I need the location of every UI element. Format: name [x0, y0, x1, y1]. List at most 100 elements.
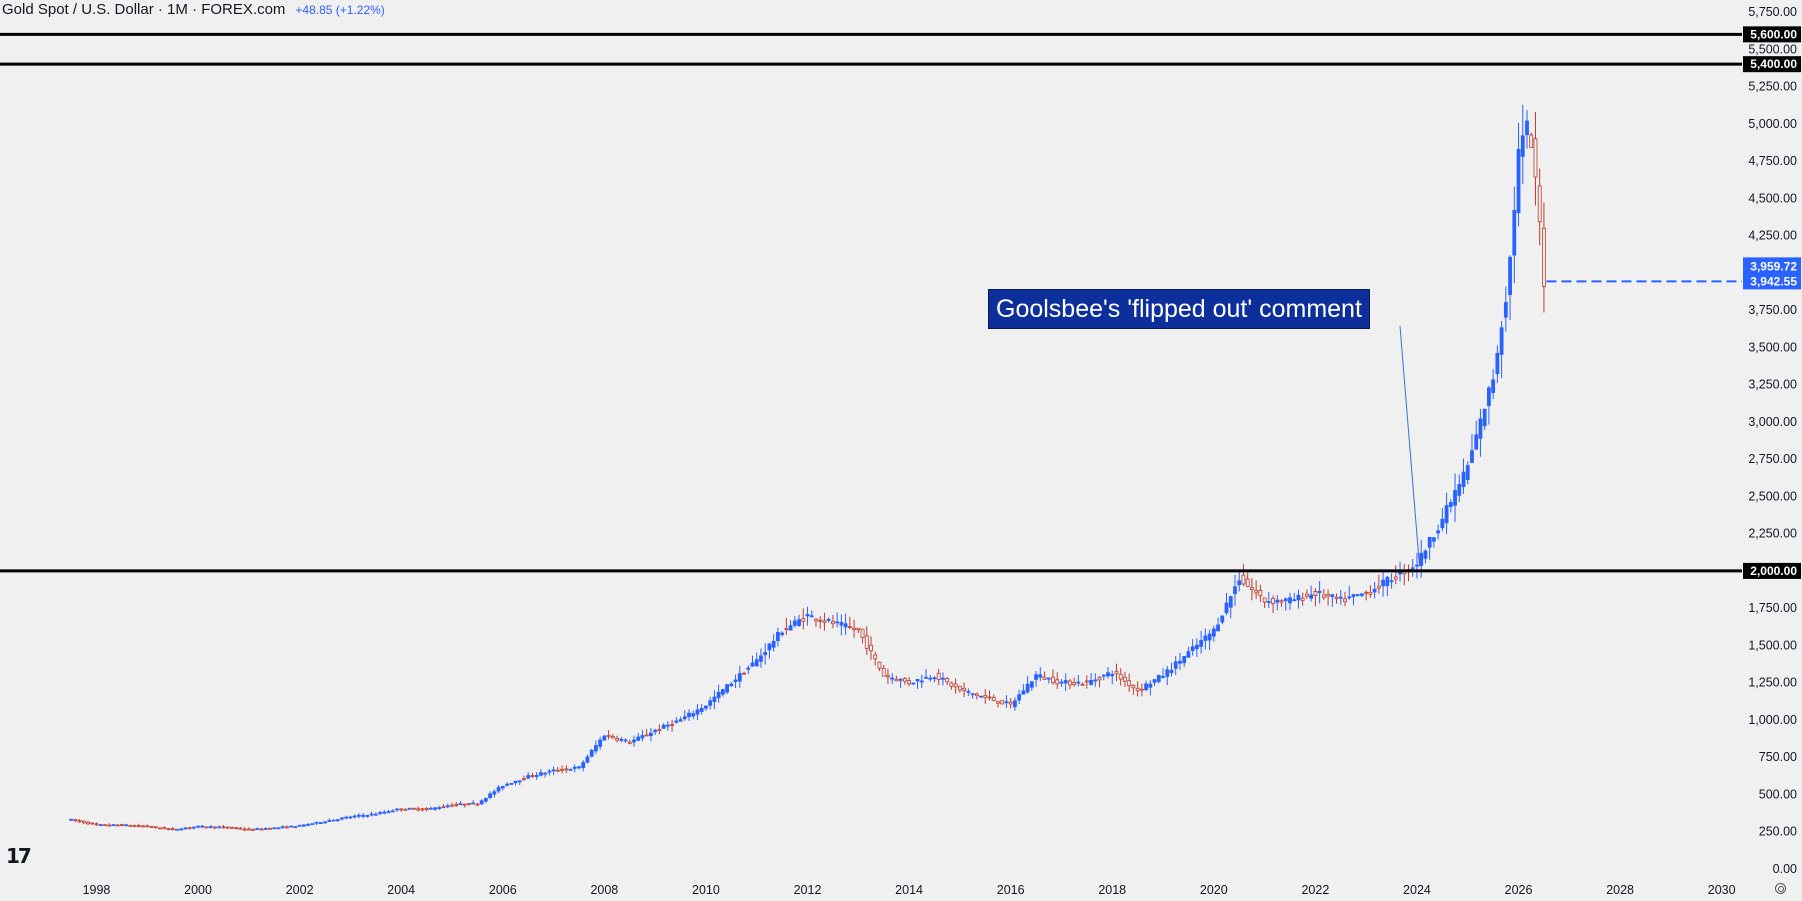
- candle-body: [627, 741, 632, 744]
- annotation-label[interactable]: Goolsbee's 'flipped out' comment: [988, 289, 1370, 329]
- candle-body: [1457, 484, 1462, 496]
- x-tick-label: 2018: [1098, 883, 1126, 897]
- candle-body: [1533, 138, 1538, 178]
- candle-body: [1512, 209, 1517, 256]
- settings-gear-icon[interactable]: [1775, 883, 1786, 894]
- candle-body: [979, 695, 983, 698]
- candle-body: [1199, 640, 1204, 647]
- candle-body: [678, 719, 683, 722]
- candle-body: [373, 813, 378, 816]
- candle-body: [1317, 590, 1322, 593]
- candle-body: [445, 805, 450, 808]
- candle-body: [242, 828, 247, 831]
- candle-body: [462, 803, 467, 806]
- tradingview-logo-icon[interactable]: 17: [6, 844, 32, 868]
- candle-body: [1241, 574, 1246, 585]
- candle-body: [1300, 597, 1305, 601]
- candle-body: [310, 823, 315, 826]
- candle-body: [81, 820, 86, 824]
- candle-body: [1228, 596, 1233, 608]
- candle-body: [479, 800, 484, 805]
- candle-body: [860, 628, 865, 639]
- candle-body: [649, 732, 653, 736]
- candle-body: [517, 780, 522, 783]
- candle-body: [653, 729, 658, 733]
- candle-body: [1309, 594, 1314, 599]
- candle-body: [1190, 646, 1195, 652]
- candle-body: [1148, 683, 1153, 688]
- candle-body: [1169, 669, 1174, 673]
- candle-body: [1364, 591, 1369, 594]
- candle-body: [581, 762, 586, 769]
- candle-body: [691, 713, 696, 717]
- y-tick-label: 1,250.00: [1748, 676, 1797, 690]
- candle-body: [953, 683, 958, 688]
- candle-body: [991, 696, 996, 702]
- y-tick-label: 2,500.00: [1748, 489, 1797, 503]
- candle-body: [221, 826, 226, 829]
- candle-body: [742, 672, 746, 675]
- candle-body: [1038, 674, 1043, 678]
- candle-body: [720, 689, 725, 695]
- candle-body: [352, 815, 357, 818]
- candle-body: [750, 662, 755, 667]
- candle-body: [399, 808, 404, 811]
- candle-body: [818, 619, 823, 622]
- candle-body: [1431, 537, 1436, 542]
- candle-body: [1224, 602, 1229, 614]
- symbol-title[interactable]: Gold Spot / U.S. Dollar · 1M · FOREX.com: [2, 1, 286, 18]
- candle-body: [594, 745, 598, 752]
- candle-body: [856, 627, 861, 631]
- candle-body: [505, 783, 509, 786]
- close-price-label: 3,942.55: [1750, 274, 1797, 288]
- candle-body: [1542, 227, 1546, 287]
- candle-body: [149, 826, 154, 828]
- candle-body: [1427, 536, 1432, 548]
- candle-body: [1110, 674, 1115, 677]
- candle-body: [1025, 683, 1030, 693]
- candle-body: [615, 737, 619, 741]
- candle-body: [483, 797, 488, 802]
- candle-body: [873, 654, 878, 660]
- candle-body: [886, 675, 890, 678]
- candle-body: [369, 813, 374, 816]
- candle-body: [356, 814, 361, 817]
- candle-body: [695, 709, 700, 715]
- candle-body: [1245, 578, 1250, 587]
- candle-body: [1131, 684, 1136, 689]
- candle-body: [98, 824, 103, 826]
- candle-body: [191, 826, 196, 829]
- candle-body: [475, 803, 480, 806]
- candle-body: [107, 824, 112, 827]
- candle-body: [1135, 687, 1140, 692]
- candle-body: [412, 807, 416, 810]
- candle-body: [437, 807, 442, 810]
- candle-body: [500, 785, 505, 789]
- candle-body: [814, 618, 818, 622]
- candle-body: [1156, 674, 1161, 682]
- candle-body: [1292, 599, 1297, 602]
- candle-body: [1144, 683, 1148, 691]
- candle-body: [644, 734, 649, 737]
- candle-body: [670, 724, 674, 726]
- candle-body: [238, 827, 243, 830]
- candle-body: [1093, 679, 1098, 682]
- candle-body: [1178, 660, 1182, 664]
- candle-body: [183, 827, 188, 830]
- candle-body: [847, 626, 852, 628]
- candle-body: [852, 627, 856, 631]
- y-tick-label: 5,250.00: [1748, 80, 1797, 94]
- candle-body: [94, 823, 99, 826]
- candle-body: [1474, 434, 1479, 450]
- x-tick-label: 2022: [1301, 883, 1329, 897]
- candle-body: [1520, 135, 1525, 157]
- candle-body: [1008, 701, 1013, 705]
- candle-body: [1343, 598, 1347, 603]
- candle-body: [974, 693, 979, 697]
- candle-body: [77, 820, 82, 822]
- candle-body: [911, 682, 916, 685]
- candle-body: [301, 824, 306, 827]
- candle-body: [1470, 450, 1474, 463]
- candle-body: [407, 807, 412, 810]
